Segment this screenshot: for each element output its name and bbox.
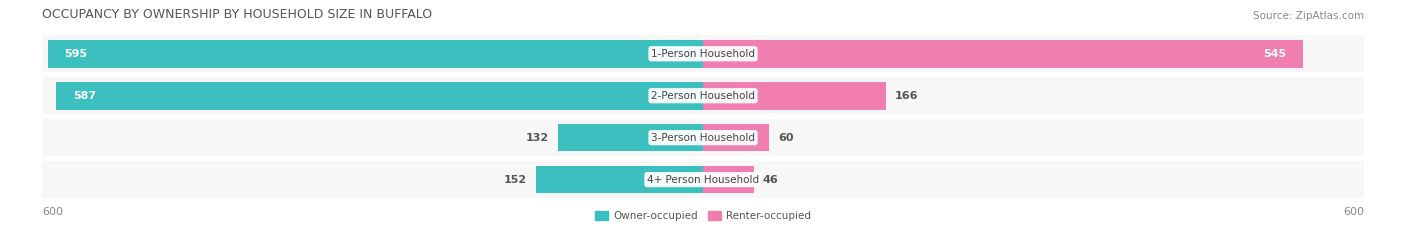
Text: 600: 600 (42, 207, 63, 217)
Bar (703, 40, 1303, 68)
Text: 595: 595 (65, 49, 87, 59)
Bar (48, 40, 703, 68)
Text: 152: 152 (503, 175, 527, 185)
Legend: Owner-occupied, Renter-occupied: Owner-occupied, Renter-occupied (591, 207, 815, 226)
Bar (703, 166, 754, 193)
Text: 3-Person Household: 3-Person Household (651, 133, 755, 143)
Bar (558, 124, 703, 151)
Text: 166: 166 (894, 91, 918, 101)
Text: 60: 60 (778, 133, 793, 143)
Bar (536, 166, 703, 193)
Bar (56, 82, 703, 110)
Text: 2-Person Household: 2-Person Household (651, 91, 755, 101)
Text: 600: 600 (1343, 207, 1364, 217)
Text: 46: 46 (762, 175, 779, 185)
Text: 1-Person Household: 1-Person Household (651, 49, 755, 59)
Text: OCCUPANCY BY OWNERSHIP BY HOUSEHOLD SIZE IN BUFFALO: OCCUPANCY BY OWNERSHIP BY HOUSEHOLD SIZE… (42, 8, 432, 21)
Text: 587: 587 (73, 91, 96, 101)
Text: 4+ Person Household: 4+ Person Household (647, 175, 759, 185)
Text: 545: 545 (1264, 49, 1286, 59)
Text: Source: ZipAtlas.com: Source: ZipAtlas.com (1253, 11, 1364, 21)
Bar (703, 82, 886, 110)
Text: 132: 132 (526, 133, 548, 143)
Bar (703, 124, 769, 151)
